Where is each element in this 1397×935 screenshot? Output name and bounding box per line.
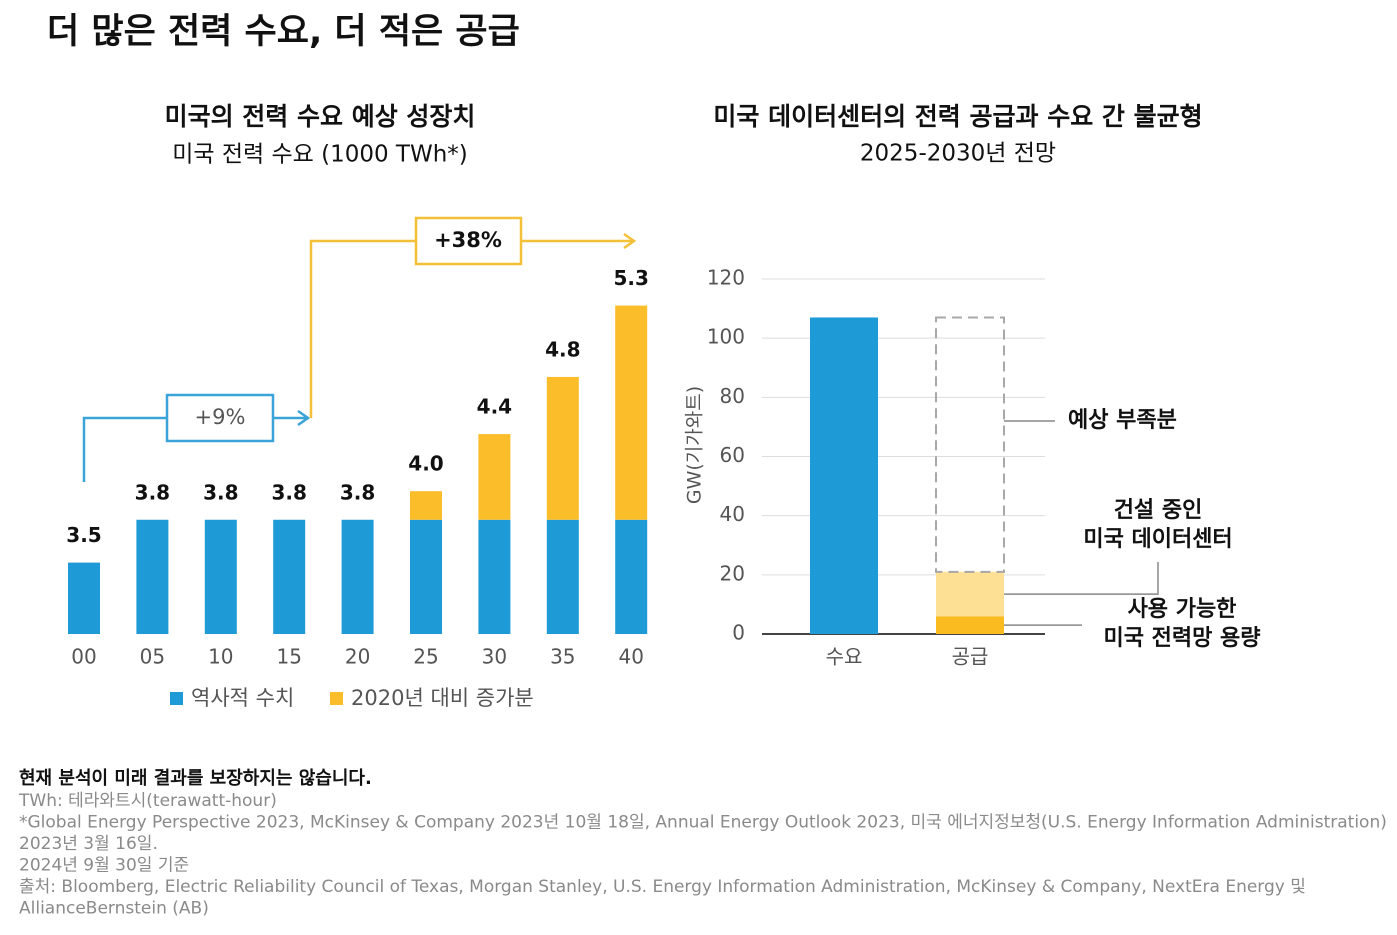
- bar-segment: [935, 316, 1005, 573]
- x-tick-label: 05: [140, 645, 165, 669]
- left-chart-subtitle: 미국 전력 수요 (1000 TWh*): [172, 142, 468, 168]
- x-tick-label: 25: [413, 645, 438, 669]
- x-tick-label: 20: [345, 645, 370, 669]
- total-label: 4.0: [408, 452, 443, 476]
- arrow-line: [309, 239, 416, 418]
- callout-label: 미국 데이터센터: [1083, 527, 1232, 552]
- note-line: 2023년 3월 16일.: [19, 834, 158, 854]
- bar-segment: [341, 519, 374, 634]
- arrow-head: [297, 409, 311, 427]
- callout-label: 미국 전력망 용량: [1104, 626, 1261, 651]
- right-chart-title: 미국 데이터센터의 전력 공급과 수요 간 불균형: [713, 102, 1202, 131]
- annotation-box: [414, 216, 523, 266]
- total-label: 3.8: [135, 480, 170, 504]
- x-tick-label: 수요: [826, 645, 863, 669]
- y-axis-label: GW(기가와트): [684, 386, 706, 504]
- note-line: TWh: 테라와트시(terawatt-hour): [18, 791, 277, 811]
- annotation: +9%: [195, 405, 246, 429]
- bar-segment: [810, 317, 878, 634]
- bar-segment: [273, 519, 306, 634]
- legend-swatch: [170, 692, 183, 705]
- growth-arrows: [82, 216, 637, 482]
- disclaimer: 현재 분석이 미래 결과를 보장하지는 않습니다.: [19, 768, 372, 789]
- total-label: 5.3: [613, 266, 648, 290]
- page-title: 더 많은 전력 수요, 더 적은 공급: [47, 12, 520, 52]
- total-label: 4.8: [545, 337, 580, 361]
- total-label: 4.4: [477, 395, 512, 419]
- bar-segment: [936, 571, 1004, 617]
- y-tick-label: 80: [720, 384, 745, 408]
- legend-label: 역사적 수치: [191, 686, 294, 710]
- x-tick-label: 10: [208, 645, 233, 669]
- callout-label: 사용 가능한: [1128, 597, 1237, 622]
- total-label: 3.8: [203, 480, 238, 504]
- left-chart-title: 미국의 전력 수요 예상 성장치: [165, 102, 476, 131]
- bar-segment: [936, 616, 1004, 634]
- arrow-line: [82, 416, 167, 482]
- bar-segment: [615, 305, 648, 520]
- y-tick-label: 120: [707, 266, 745, 290]
- arrow-head: [623, 232, 637, 250]
- note-line: *Global Energy Perspective 2023, McKinse…: [19, 813, 1387, 833]
- annotation: +38%: [434, 228, 502, 252]
- x-tick-label: 15: [276, 645, 301, 669]
- bar-segment: [546, 376, 579, 520]
- x-tick-label: 공급: [952, 645, 989, 669]
- note-line: 2024년 9월 30일 기준: [19, 856, 189, 876]
- bar-segment: [136, 519, 169, 634]
- total-label: 3.8: [271, 480, 306, 504]
- bar-segment: [478, 434, 511, 520]
- bar-segment: [204, 519, 237, 634]
- y-tick-label: 20: [720, 561, 745, 585]
- bar-segment: [68, 562, 100, 634]
- callout-label: 예상 부족분: [1068, 408, 1177, 433]
- total-label: 3.8: [340, 480, 375, 504]
- total-label: 3.5: [66, 523, 101, 547]
- legend-swatch: [330, 692, 343, 705]
- bar-segment: [478, 519, 511, 634]
- bar-segment: [410, 519, 442, 634]
- y-tick-label: 60: [720, 443, 745, 467]
- right-chart-subtitle: 2025-2030년 전망: [860, 141, 1056, 167]
- legend-label: 2020년 대비 증가분: [351, 686, 534, 710]
- x-tick-label: 35: [550, 645, 575, 669]
- y-tick-label: 0: [732, 621, 745, 645]
- callout-label: 건설 중인: [1114, 498, 1203, 523]
- bar-segment: [410, 491, 442, 520]
- callout-line: [1004, 562, 1159, 595]
- x-tick-label: 40: [618, 645, 643, 669]
- note-line: 출처: Bloomberg, Electric Reliability Coun…: [19, 877, 1306, 897]
- y-tick-label: 40: [720, 502, 745, 526]
- bar-segment: [546, 519, 579, 634]
- bar-segment: [615, 519, 648, 634]
- note-line: AllianceBernstein (AB): [19, 899, 209, 919]
- x-tick-label: 30: [482, 645, 507, 669]
- y-tick-label: 100: [707, 325, 745, 349]
- x-tick-label: 00: [71, 645, 96, 669]
